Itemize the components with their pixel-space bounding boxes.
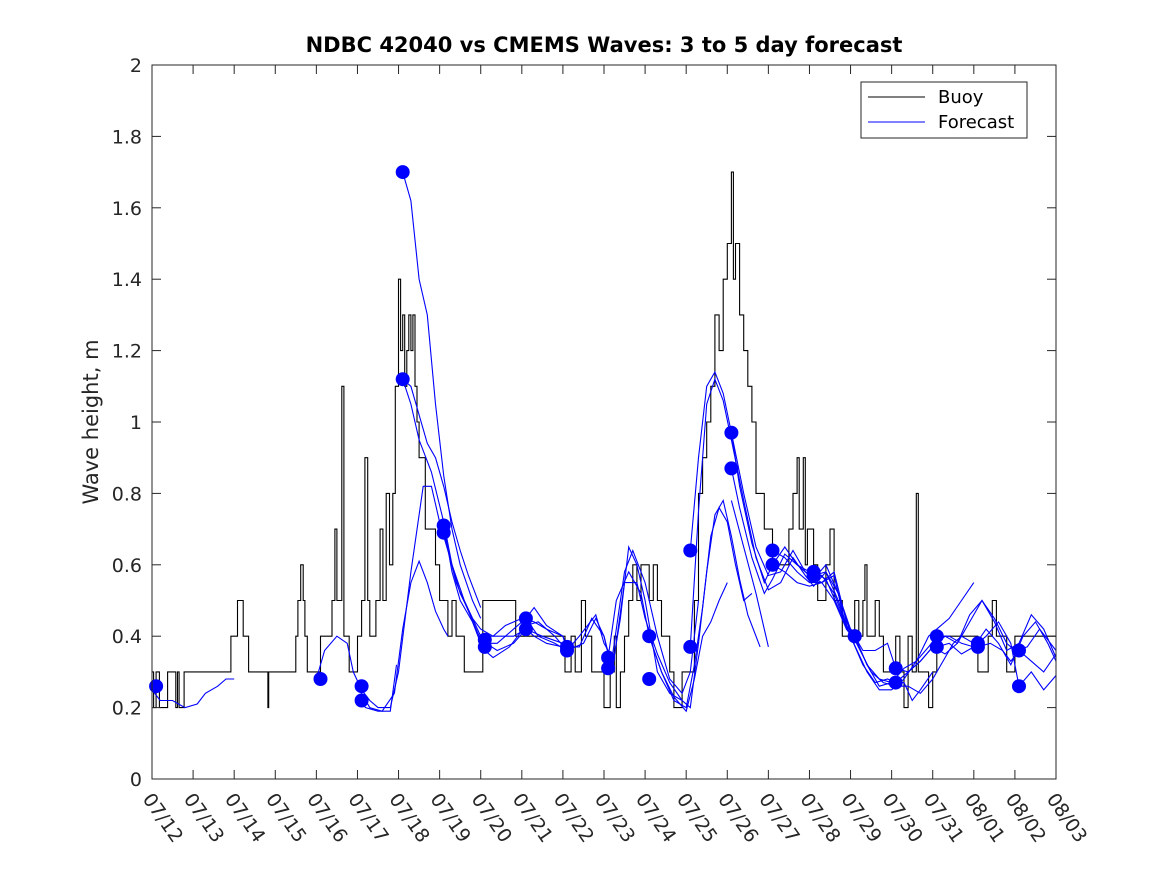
forecast-series-line-2	[357, 559, 449, 712]
x-tick-label: 07/28	[795, 789, 844, 846]
x-tick-label: 07/16	[302, 789, 351, 846]
forecast-series-line-0	[151, 678, 235, 709]
x-tick-label: 07/20	[467, 789, 516, 846]
x-tick-label: 07/19	[426, 789, 475, 846]
x-tick-label: 07/30	[878, 789, 927, 846]
y-tick-label: 0.4	[112, 626, 142, 648]
chart-title: NDBC 42040 vs CMEMS Waves: 3 to 5 day fo…	[306, 33, 903, 57]
forecast-marker-29	[888, 675, 903, 690]
forecast-series-line-15	[689, 377, 860, 647]
y-tick-label: 1.4	[112, 269, 142, 291]
y-tick-label: 0.8	[112, 483, 142, 505]
forecast-marker-4	[395, 165, 410, 180]
forecast-marker-27	[847, 629, 862, 644]
x-tick-label: 08/02	[1001, 789, 1050, 846]
legend-forecast-label: Forecast	[938, 112, 1014, 133]
forecast-marker-33	[970, 639, 985, 654]
forecast-series-line-25	[936, 620, 1057, 691]
x-tick-label: 07/26	[713, 789, 762, 846]
x-tick-label: 07/12	[138, 789, 187, 846]
x-tick-label: 08/01	[960, 789, 1009, 846]
forecast-series-line-16	[730, 468, 856, 637]
x-tick-label: 07/25	[672, 789, 721, 846]
forecast-series-line-12	[607, 506, 753, 709]
forecast-series-line-24	[895, 599, 1057, 673]
forecast-marker-0	[149, 679, 164, 694]
y-tick-label: 0	[130, 769, 142, 791]
x-tick-label: 07/22	[549, 789, 598, 846]
y-tick-label: 1.8	[112, 126, 142, 148]
forecast-series-line-20	[772, 564, 975, 695]
forecast-marker-18	[683, 543, 698, 558]
buoy-series-line	[152, 171, 1056, 709]
forecast-marker-1	[313, 672, 328, 686]
forecast-marker-7	[436, 525, 451, 540]
x-tick-label: 07/18	[384, 789, 433, 846]
x-tick-label: 07/23	[590, 789, 639, 846]
forecast-series-line-11	[567, 499, 761, 709]
y-tick-label: 0.6	[112, 555, 142, 577]
forecast-marker-23	[765, 557, 780, 572]
series-layer	[151, 171, 1057, 713]
forecast-marker-13	[560, 643, 574, 658]
forecast-series-line-5	[402, 378, 482, 608]
forecast-series-line-6	[402, 379, 572, 648]
x-tick-label: 07/13	[179, 789, 228, 846]
x-tick-label: 07/27	[754, 789, 803, 846]
y-tick-label: 1	[130, 412, 142, 434]
forecast-marker-34	[1012, 643, 1026, 658]
legend: Buoy Forecast	[860, 81, 1028, 139]
y-axis: 0 0.2 0.4 0.6 0.8 1 1.2 1.4 1.6 1.8 2	[112, 55, 1056, 791]
forecast-marker-16	[642, 629, 657, 644]
y-axis-label: Wave height, m	[79, 339, 103, 504]
x-tick-label: 07/31	[919, 789, 968, 846]
forecast-marker-19	[683, 639, 698, 654]
forecast-series-line-8	[443, 532, 568, 652]
forecast-marker-35	[1012, 679, 1026, 694]
forecast-marker-21	[724, 461, 739, 476]
forecast-marker-3	[354, 693, 369, 708]
y-tick-label: 2	[130, 55, 142, 77]
forecast-marker-25	[806, 568, 821, 583]
forecast-series-line-4	[402, 171, 482, 619]
forecast-marker-11	[518, 622, 533, 637]
forecast-marker-22	[765, 543, 780, 558]
forecast-marker-17	[642, 672, 657, 686]
x-tick-label: 08/03	[1042, 789, 1091, 846]
x-tick-label: 07/24	[631, 789, 680, 846]
x-tick-label: 07/29	[836, 789, 885, 846]
x-tick-label: 07/17	[343, 789, 392, 846]
legend-buoy-label: Buoy	[938, 87, 984, 108]
forecast-marker-9	[477, 639, 492, 654]
forecast-marker-28	[888, 661, 903, 676]
forecast-marker-20	[724, 425, 739, 440]
y-tick-label: 1.2	[112, 341, 142, 363]
legend-box	[860, 81, 1028, 139]
forecast-series-line-7	[443, 525, 568, 648]
forecast-marker-31	[929, 639, 944, 654]
forecast-series-line-14	[689, 370, 860, 637]
marker-layer	[149, 165, 1026, 708]
x-tick-label: 07/14	[220, 789, 269, 846]
y-tick-label: 0.2	[112, 698, 142, 720]
forecast-marker-15	[601, 661, 616, 676]
y-tick-label: 1.6	[112, 198, 142, 220]
forecast-series-line-18	[730, 500, 769, 648]
forecast-marker-2	[354, 679, 369, 694]
forecast-marker-5	[395, 372, 410, 387]
x-tick-label: 07/15	[261, 789, 310, 846]
x-tick-label: 07/21	[508, 789, 557, 846]
forecast-series-line-13	[648, 582, 728, 713]
